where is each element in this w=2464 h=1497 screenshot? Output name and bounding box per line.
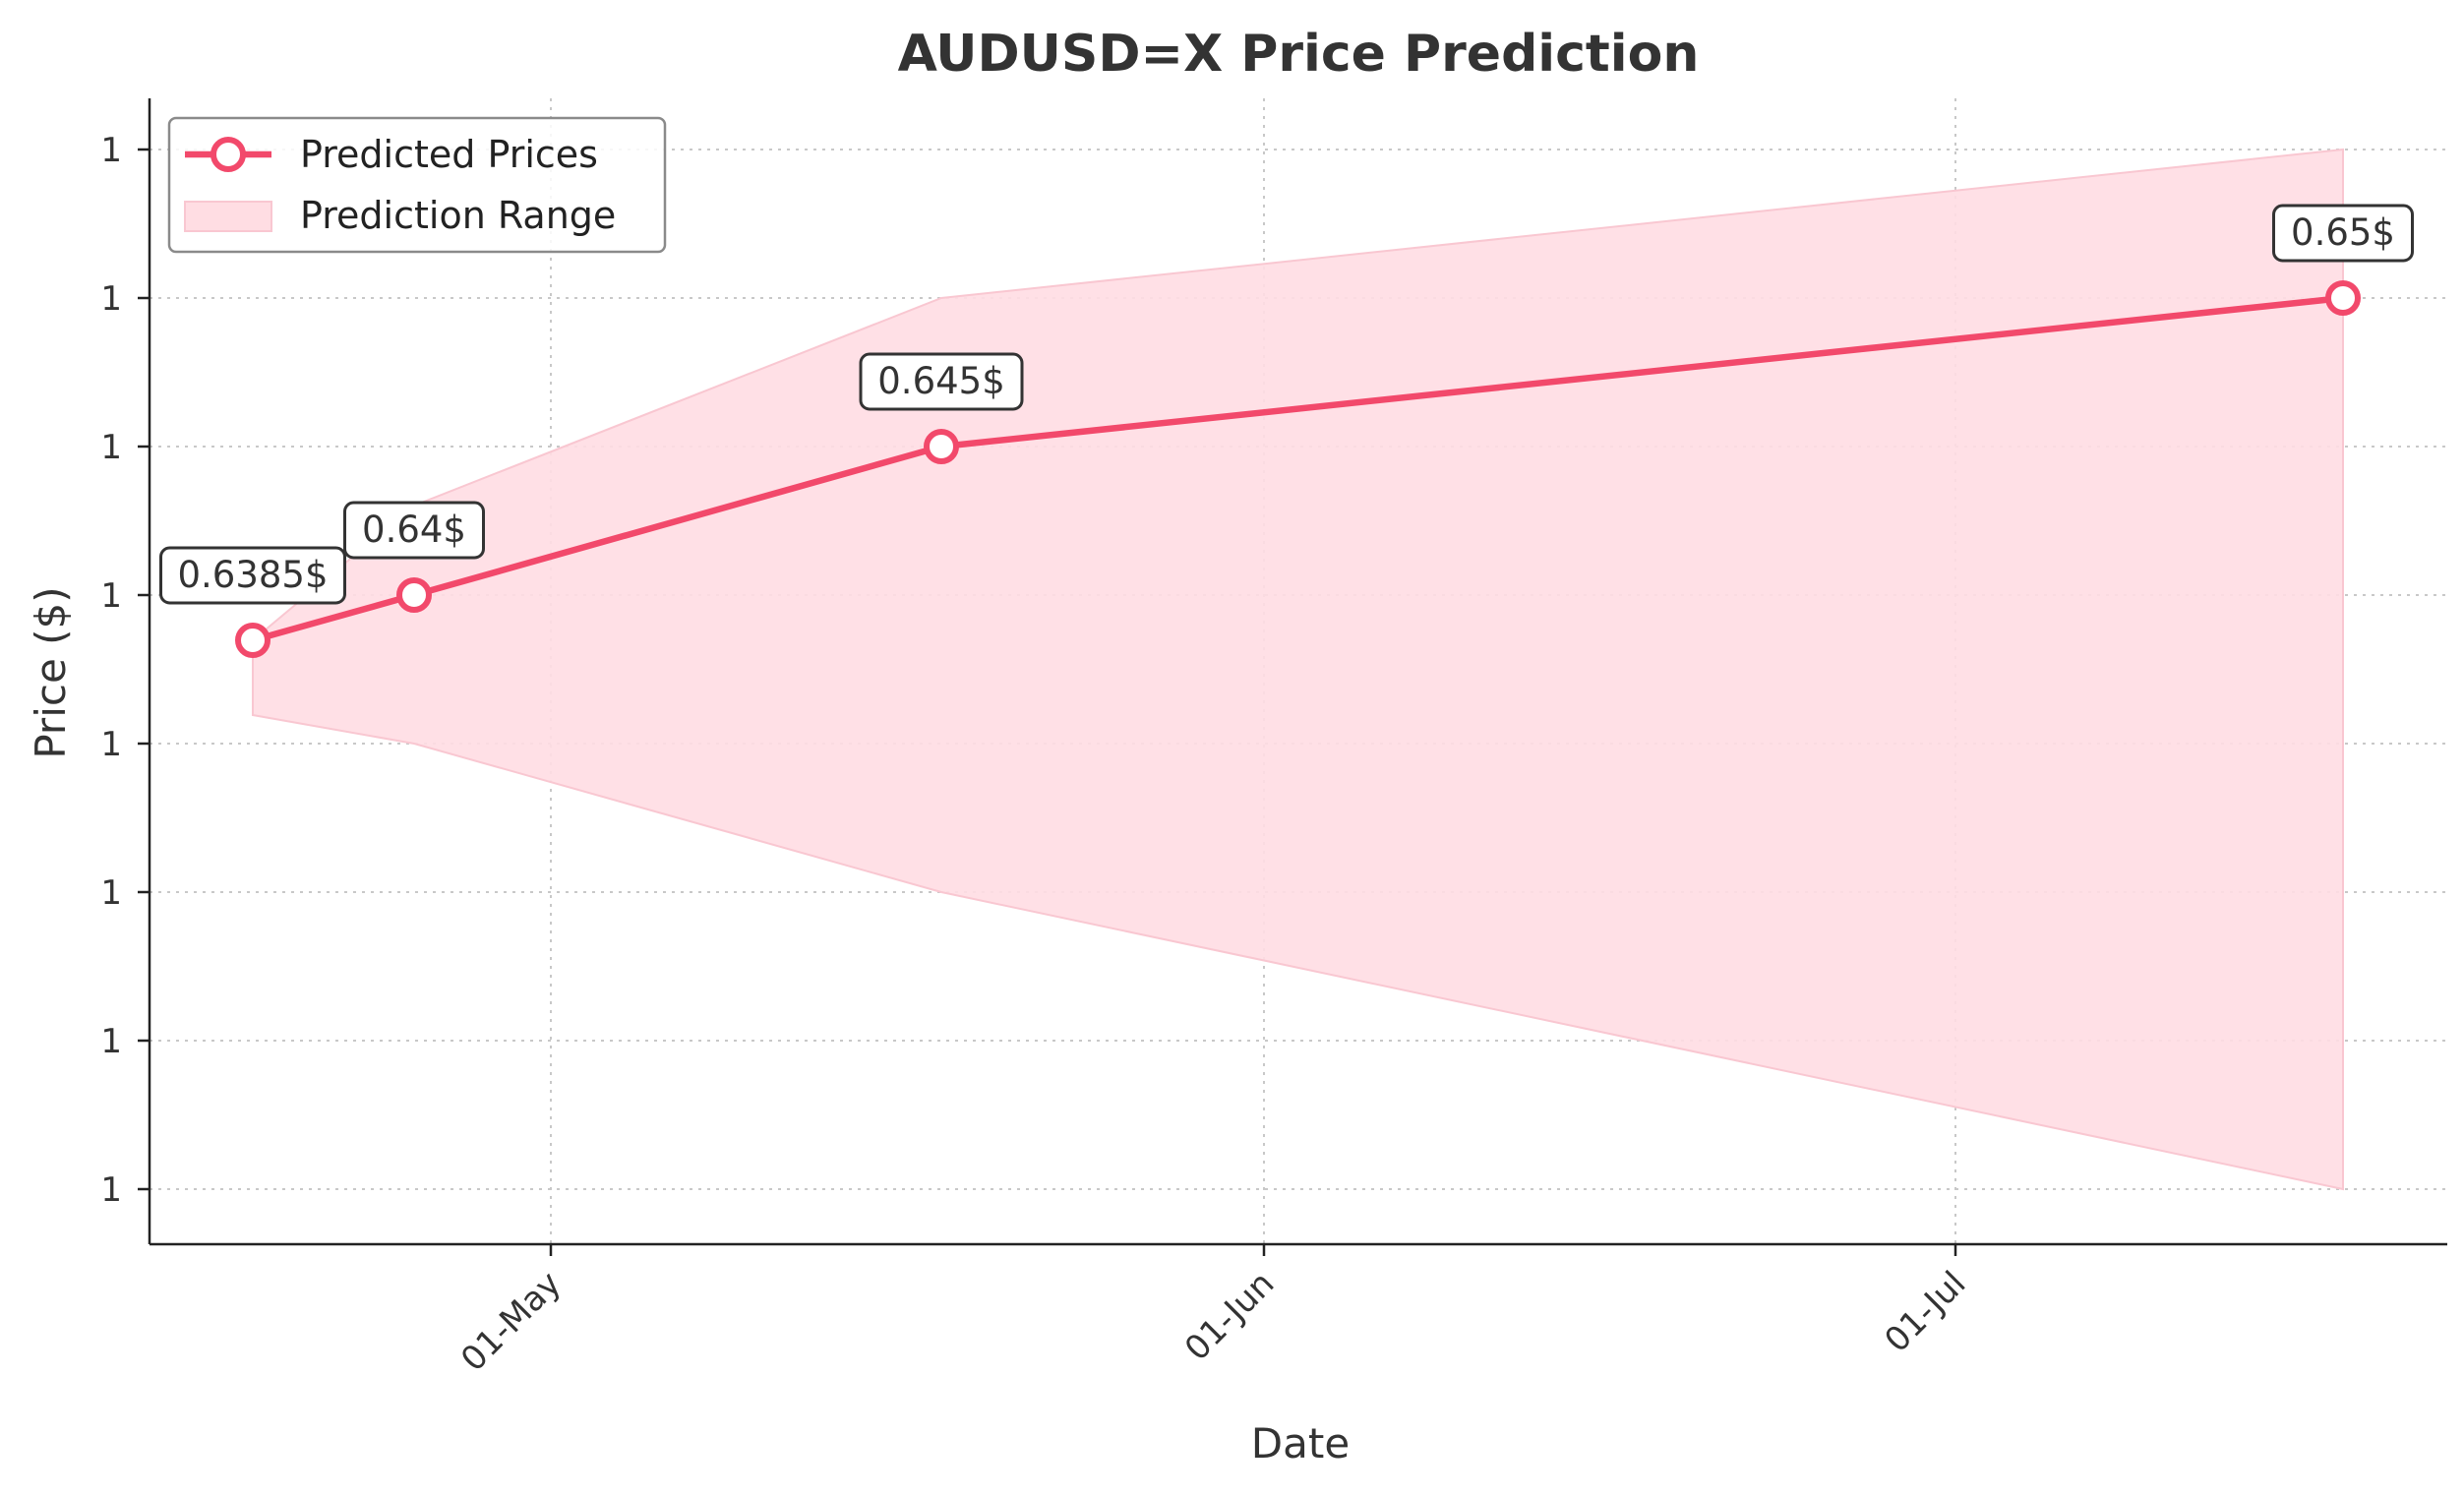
y-tick-label: 1: [100, 576, 122, 616]
chart-title: AUDUSD=X Price Prediction: [898, 25, 1700, 84]
y-tick-label: 1: [100, 1022, 122, 1061]
x-tick-label: 01-Jul: [1877, 1264, 1973, 1360]
y-axis-label: Price ($): [27, 586, 75, 758]
x-tick-label: 01-Jun: [1177, 1264, 1282, 1368]
prediction-range-layer: [252, 148, 2344, 1191]
data-label-box: [159, 546, 346, 605]
legend-box: [167, 116, 667, 254]
predicted-line-layer: [235, 280, 2361, 658]
data-label: 0.6385$: [177, 554, 328, 596]
legend-range-swatch: [184, 201, 272, 232]
legend-label-prediction-range: Prediction Range: [300, 194, 616, 237]
data-label-box: [343, 501, 485, 560]
data-label-group: 0.65$: [2272, 204, 2414, 263]
y-tick-label: 1: [100, 131, 122, 170]
legend-marker-swatch: [210, 137, 246, 172]
predicted-price-point: [235, 623, 270, 658]
data-label-box: [2272, 204, 2414, 263]
annotation-layer: 0.6385$ 0.64$ 0.645$ 0.65$: [159, 204, 2414, 605]
data-label: 0.64$: [362, 509, 466, 551]
y-tick-label: 1: [100, 1170, 122, 1210]
data-label-group: 0.645$: [859, 352, 1024, 411]
predicted-price-point: [924, 429, 959, 464]
y-tick-label: 1: [100, 428, 122, 467]
y-tick-label: 1: [100, 279, 122, 319]
data-label: 0.645$: [877, 360, 1004, 402]
legend: Predicted Prices Prediction Range: [167, 116, 667, 254]
x-axis-label: Date: [1251, 1419, 1350, 1467]
data-label-group: 0.6385$: [159, 546, 346, 605]
legend-label-predicted-prices: Predicted Prices: [300, 133, 598, 176]
x-tick-label: 01-May: [453, 1264, 569, 1379]
predicted-prices-line: [252, 294, 2344, 644]
predicted-price-point: [396, 577, 432, 613]
predicted-price-point: [2325, 280, 2361, 316]
y-tick-label: 1: [100, 725, 122, 764]
y-tick-label: 1: [100, 873, 122, 913]
data-label-group: 0.64$: [343, 501, 485, 560]
prediction-range-area: [252, 148, 2344, 1191]
data-label: 0.65$: [2291, 211, 2395, 254]
data-label-box: [859, 352, 1024, 411]
